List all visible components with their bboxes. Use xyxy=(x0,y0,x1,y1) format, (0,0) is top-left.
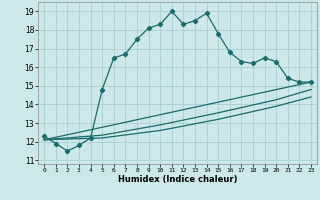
X-axis label: Humidex (Indice chaleur): Humidex (Indice chaleur) xyxy=(118,175,237,184)
